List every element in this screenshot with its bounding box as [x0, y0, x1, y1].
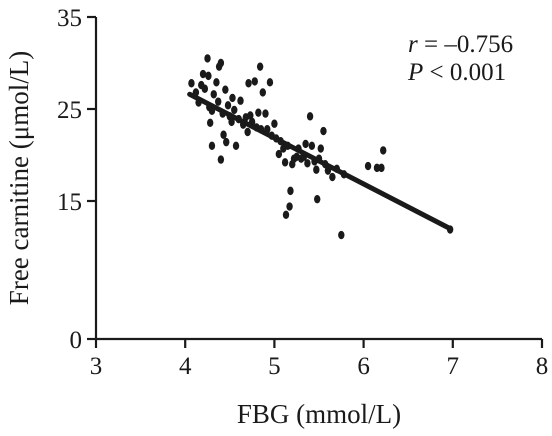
data-point: [206, 118, 214, 128]
x-axis-title: FBG (mmol/L): [237, 399, 401, 429]
data-point: [286, 202, 293, 211]
data-point: [237, 96, 244, 105]
data-point: [313, 165, 320, 174]
x-tick-label: 3: [90, 353, 103, 380]
correlation-label: r = –0.756: [408, 31, 513, 58]
x-tick-label: 8: [536, 353, 549, 380]
data-point: [282, 210, 290, 219]
axes: [94, 17, 542, 341]
y-tick-label: 15: [57, 189, 82, 216]
y-tick-label: 0: [70, 327, 83, 354]
data-point: [208, 141, 216, 150]
data-point: [287, 186, 294, 196]
x-tick-label: 4: [179, 353, 192, 380]
data-point: [220, 130, 227, 139]
data-point: [302, 139, 309, 149]
data-point: [213, 78, 220, 87]
y-tick-label: 35: [57, 5, 82, 32]
data-point: [204, 54, 211, 63]
data-point: [223, 137, 230, 147]
data-point: [329, 172, 336, 182]
data-point: [251, 77, 258, 86]
data-point: [247, 111, 254, 120]
p-value: < 0.001: [423, 59, 506, 86]
data-point: [205, 71, 212, 81]
data-point: [217, 58, 225, 68]
data-point: [231, 105, 238, 115]
data-point: [306, 112, 314, 121]
data-point: [281, 158, 289, 167]
data-point: [259, 88, 267, 97]
data-point: [199, 69, 207, 79]
r-value: = –0.756: [418, 31, 513, 58]
data-point: [188, 79, 195, 88]
data-point: [314, 194, 321, 204]
data-point: [255, 108, 262, 117]
data-point: [380, 146, 387, 155]
data-point: [275, 149, 283, 159]
data-point: [256, 62, 264, 71]
data-point: [304, 159, 311, 168]
data-points: [188, 54, 454, 240]
r-symbol: r: [408, 31, 418, 58]
data-point: [244, 127, 251, 137]
data-point: [262, 109, 269, 118]
x-tick-label: 5: [268, 353, 281, 380]
data-point: [210, 90, 217, 99]
data-point: [201, 84, 209, 93]
data-point: [228, 117, 235, 127]
regression-line-group: [187, 91, 453, 232]
data-point: [229, 93, 236, 103]
data-point: [373, 163, 381, 173]
y-tick-label: 25: [57, 97, 82, 124]
data-point: [222, 85, 229, 94]
p-symbol: P: [407, 59, 423, 86]
data-point: [378, 163, 385, 173]
x-tick-label: 7: [447, 353, 460, 380]
data-point: [232, 141, 240, 150]
data-point: [217, 155, 225, 164]
axis-ticks: 3 4 5 6 7 8 0 15 25 35: [57, 5, 548, 380]
y-axis-title: Free carnitine (μmol/L): [4, 51, 34, 305]
regression-line: [187, 91, 453, 232]
x-tick-label: 6: [357, 353, 370, 380]
data-point: [320, 126, 327, 136]
p-value-label: P < 0.001: [407, 59, 506, 86]
data-point: [245, 79, 252, 88]
data-point: [308, 141, 316, 150]
data-point: [271, 119, 278, 128]
data-point: [364, 161, 372, 171]
data-point: [215, 97, 222, 106]
data-point: [266, 78, 274, 87]
data-point: [317, 144, 324, 153]
data-point: [338, 230, 345, 240]
data-point: [224, 101, 232, 110]
